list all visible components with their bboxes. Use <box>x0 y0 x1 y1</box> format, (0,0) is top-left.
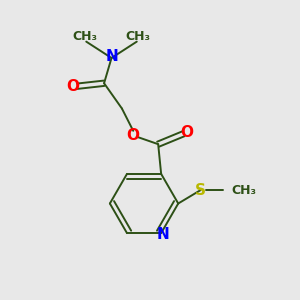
Text: CH₃: CH₃ <box>72 30 97 43</box>
Text: O: O <box>127 128 140 143</box>
Text: CH₃: CH₃ <box>231 184 256 196</box>
Text: CH₃: CH₃ <box>126 30 151 43</box>
Text: S: S <box>195 183 206 198</box>
Text: O: O <box>66 79 80 94</box>
Text: N: N <box>105 49 118 64</box>
Text: O: O <box>181 125 194 140</box>
Text: N: N <box>156 227 169 242</box>
